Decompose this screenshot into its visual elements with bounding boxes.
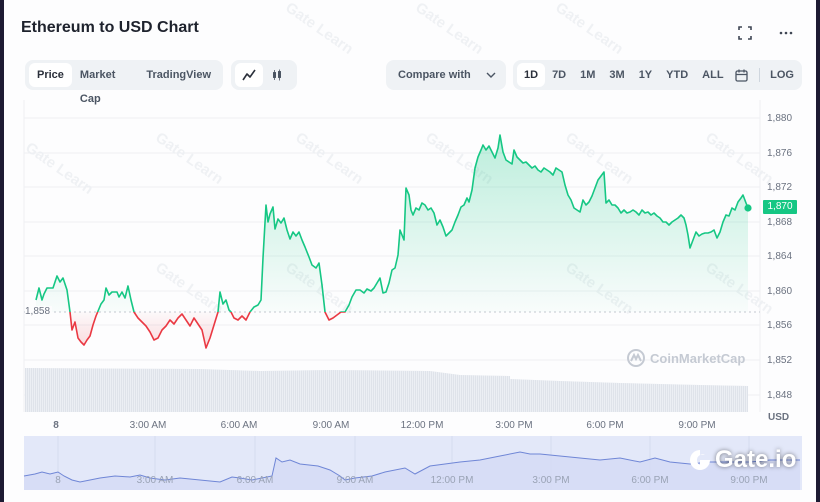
coinmarketcap-text: CoinMarketCap: [650, 350, 746, 366]
currency-label: USD: [768, 412, 790, 423]
y-tick: 1,872: [767, 182, 793, 193]
expand-icon: [738, 26, 752, 40]
gate-logo-icon: [690, 450, 710, 470]
page-title: Ethereum to USD Chart: [21, 19, 199, 36]
x-tick: 6:00 PM: [586, 420, 624, 431]
baseline-label: 1,858: [25, 306, 53, 317]
tab-price[interactable]: Price: [29, 63, 72, 87]
price-area-up: [36, 135, 748, 312]
range-3m[interactable]: 3M: [609, 69, 625, 81]
y-tick: 1,860: [767, 286, 793, 297]
y-tick: 1,868: [767, 217, 793, 228]
calendar-icon: [735, 69, 749, 82]
candlestick-icon: [273, 69, 281, 81]
compare-with-dropdown[interactable]: Compare with: [386, 60, 506, 90]
coinmarketcap-logo-icon: [627, 349, 645, 367]
navigator-x-tick: 6:00 AM: [236, 475, 274, 486]
y-tick: 1,876: [767, 148, 793, 159]
navigator-x-tick: 9:00 AM: [336, 475, 374, 486]
compare-label: Compare with: [398, 69, 471, 81]
volume-bars: [25, 368, 748, 412]
log-scale-toggle[interactable]: LOG: [770, 69, 794, 81]
date-picker-button[interactable]: [731, 63, 754, 87]
range-7d[interactable]: 7D: [552, 69, 567, 81]
navigator-x-tick: 12:00 PM: [430, 475, 474, 486]
chevron-down-icon: [486, 72, 496, 78]
gate-io-logo: Gate.io: [688, 446, 796, 474]
x-tick: 3:00 AM: [129, 420, 167, 431]
line-chart-button[interactable]: [235, 63, 263, 87]
x-tick: 12:00 PM: [400, 420, 444, 431]
range-1m[interactable]: 1M: [580, 69, 596, 81]
y-tick: 1,864: [767, 251, 793, 262]
more-horizontal-icon: [779, 31, 793, 35]
x-tick: 6:00 AM: [220, 420, 258, 431]
y-tick: 1,880: [767, 113, 793, 124]
candlestick-button[interactable]: [263, 63, 291, 87]
price-area-down: [70, 312, 341, 348]
x-tick: 8: [53, 420, 59, 431]
x-tick: 9:00 PM: [678, 420, 716, 431]
time-range-tabs: 1D 7D 1M 3M 1Y YTD ALL LOG: [513, 60, 802, 90]
y-tick: 1,848: [767, 390, 793, 401]
current-price-dot: [744, 204, 752, 212]
range-all[interactable]: ALL: [702, 69, 724, 81]
current-price-tag: 1,870: [763, 200, 797, 214]
more-options-button[interactable]: [775, 22, 797, 44]
y-tick: 1,856: [767, 320, 793, 331]
range-ytd[interactable]: YTD: [666, 69, 689, 81]
navigator-x-tick: 3:00 PM: [532, 475, 570, 486]
navigator-area-fill: [24, 452, 800, 490]
navigator-x-tick: 3:00 AM: [136, 475, 174, 486]
navigator-x-tick: 8: [55, 475, 61, 486]
y-tick: 1,852: [767, 355, 793, 366]
tab-market-cap[interactable]: Market Cap: [79, 69, 116, 105]
price-line-down: [69, 312, 346, 349]
fullscreen-button[interactable]: [734, 22, 756, 44]
view-tabs: Price Market Cap TradingView: [25, 60, 223, 105]
range-1y[interactable]: 1Y: [638, 69, 653, 81]
line-chart-icon: [242, 69, 256, 81]
divider: [759, 68, 761, 82]
navigator-x-tick: 6:00 PM: [631, 475, 669, 486]
coinmarketcap-watermark: CoinMarketCap: [626, 348, 745, 368]
chart-type-toggle: [231, 60, 297, 90]
navigator-line: [23, 451, 800, 483]
navigator-x-tick: 9:00 PM: [730, 475, 768, 486]
gate-logo-text: Gate.io: [715, 446, 797, 473]
x-tick: 3:00 PM: [495, 420, 533, 431]
price-line-up: [35, 134, 749, 312]
x-tick: 9:00 AM: [312, 420, 350, 431]
range-1d[interactable]: 1D: [517, 63, 546, 87]
tab-tradingview[interactable]: TradingView: [146, 69, 211, 81]
